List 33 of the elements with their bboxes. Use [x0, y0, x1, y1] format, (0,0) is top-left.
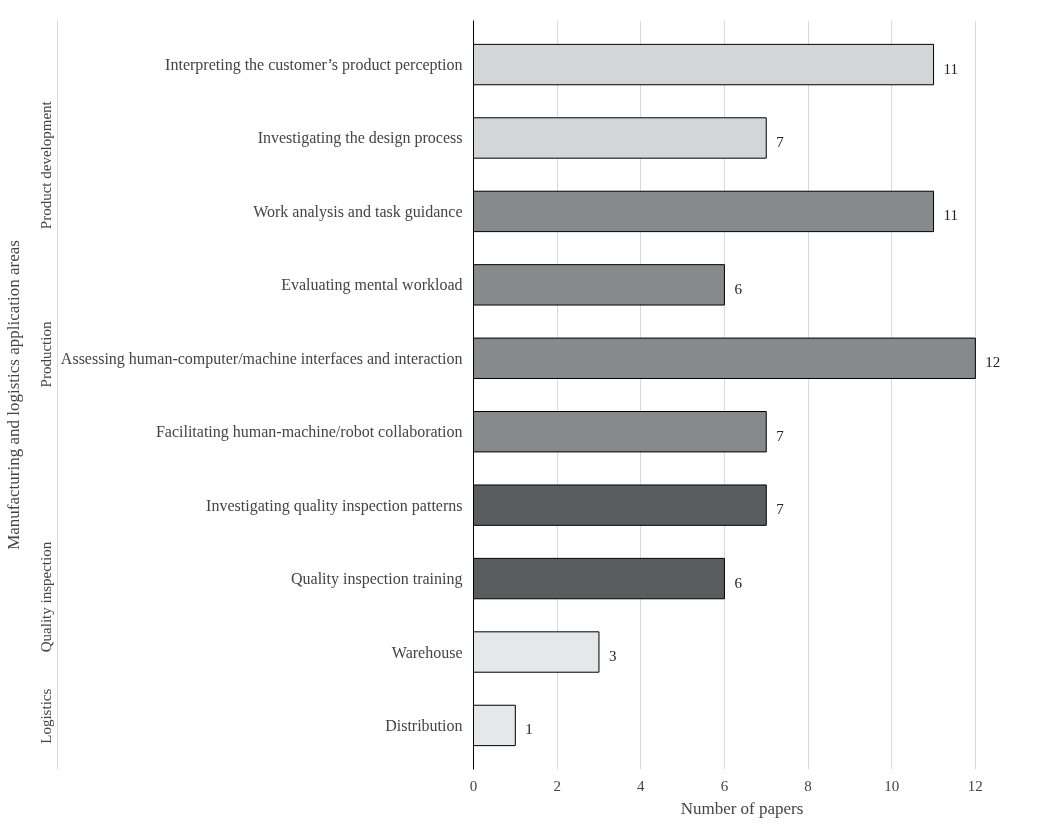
data-label: 6 [734, 280, 743, 297]
y-tick-label: Warehouse [391, 643, 463, 661]
x-axis-title: Number of papers [680, 798, 804, 818]
data-label: 7 [776, 501, 785, 518]
y-tick-label: Distribution [385, 716, 463, 734]
x-tick-label: 0 [469, 777, 478, 794]
text: Production [38, 321, 55, 388]
x-tick-label: 4 [637, 777, 646, 794]
data-label: 7 [776, 427, 785, 444]
y-tick-label: Investigating quality inspection patterns [206, 496, 463, 515]
x-tick-label: 8 [804, 777, 812, 794]
data-label: 6 [734, 574, 743, 591]
data-label: 11 [943, 207, 958, 224]
y-tick-label: Interpreting the customer’s product perception [165, 56, 463, 75]
y-tick-label: Investigating the design process [257, 129, 463, 148]
y-tick-label: Facilitating human-machine/robot collaboration [155, 423, 463, 442]
data-label: 11 [943, 60, 958, 77]
y-tick-label: Work analysis and task guidance [253, 202, 463, 221]
text: Logistics [38, 688, 55, 744]
x-tick-label: 6 [720, 777, 729, 794]
x-tick-label: 2 [553, 777, 561, 794]
y-tick-label: Assessing human-computer/machine interfaces and interaction [60, 349, 463, 368]
data-label: 12 [985, 354, 1001, 371]
x-tick-label: 12 [967, 777, 983, 794]
x-tick-label: 10 [884, 777, 900, 794]
text: Product development [38, 100, 55, 230]
data-label: 7 [776, 133, 785, 150]
data-label: 1 [525, 721, 533, 738]
text: Quality inspection [38, 541, 55, 653]
y-tick-label: Quality inspection training [290, 570, 463, 589]
data-label: 3 [608, 648, 617, 665]
y-tick-label: Evaluating mental workload [281, 276, 463, 295]
y-axis-title: Manufacturing and logistics application areas [3, 240, 23, 550]
